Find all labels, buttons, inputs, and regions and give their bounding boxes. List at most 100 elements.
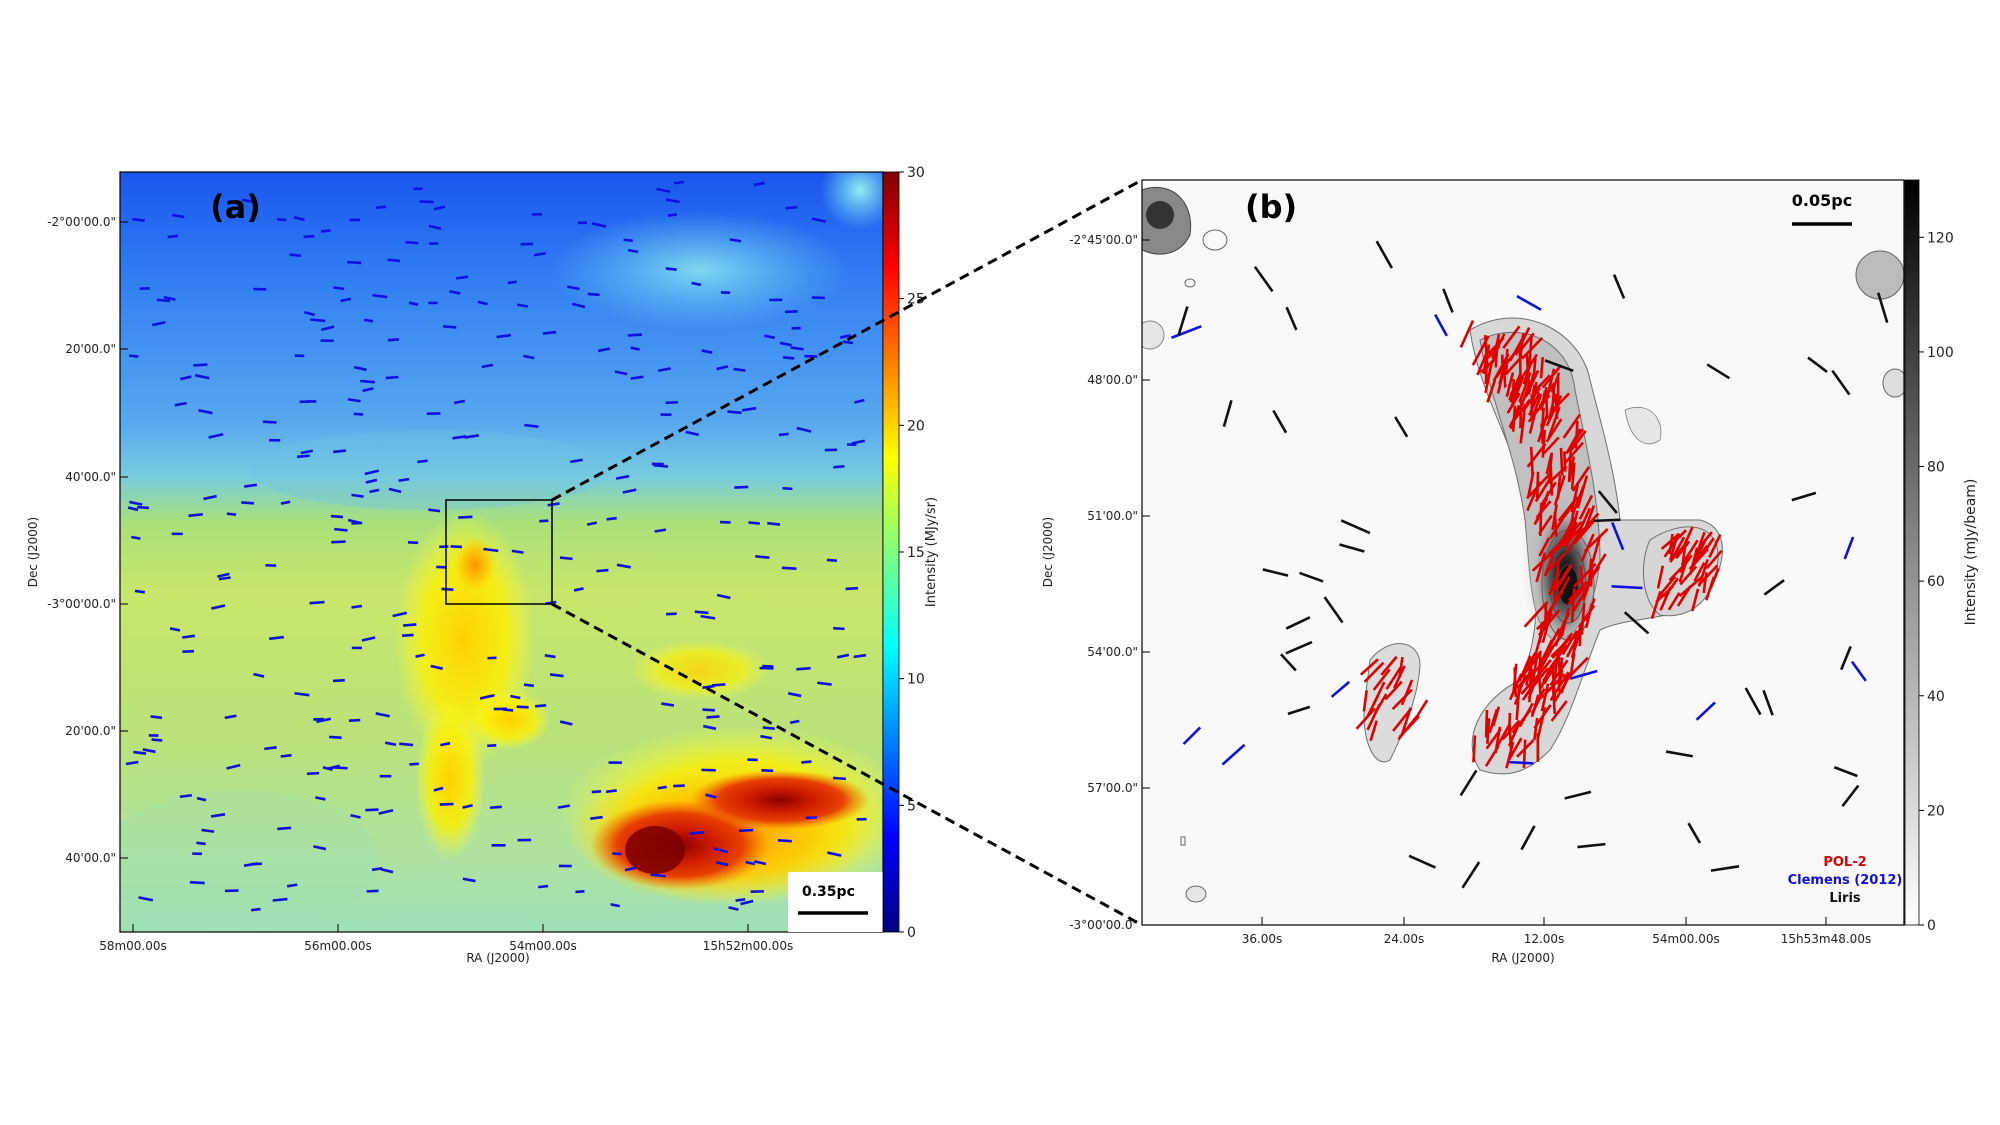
polarization-vector-pol2: [1535, 500, 1552, 519]
polarization-vector-pol2: [1650, 590, 1662, 619]
polarization-vector: [729, 238, 742, 243]
polarization-vector: [226, 763, 241, 770]
polarization-vector: [408, 301, 419, 306]
polarization-vector-pol2: [1508, 372, 1522, 401]
polarization-vector-pol2: [1509, 398, 1531, 426]
polarization-vector-pol2: [1533, 667, 1549, 687]
polarization-vector-pol2: [1540, 683, 1550, 712]
polarization-vector: [753, 181, 765, 187]
panel-a-ytick-label: -2°00'00.0": [47, 215, 116, 229]
polarization-vector: [340, 297, 352, 303]
polarization-vector: [702, 724, 717, 731]
polarization-vector: [624, 866, 637, 872]
polarization-vector-pol2: [1520, 332, 1535, 351]
polarization-vector-pol2: [1556, 474, 1562, 500]
polarization-vector-liris: [1840, 646, 1852, 671]
polarization-vector: [665, 198, 680, 204]
polarization-vector: [650, 873, 666, 878]
polarization-vector-pol2: [1571, 466, 1591, 492]
polarization-vector: [138, 896, 154, 902]
polarization-vector: [280, 500, 291, 505]
polarization-vector-pol2: [1484, 361, 1494, 394]
polarization-vector-pol2: [1512, 663, 1518, 692]
polarization-vector-liris: [1577, 842, 1606, 849]
panel-b-colorbar-label: Intensity (mJy/beam): [1963, 479, 1979, 626]
polarization-vector: [590, 815, 603, 820]
polarization-vector: [329, 735, 342, 739]
polarization-vector-pol2: [1541, 611, 1553, 643]
polarization-vector: [280, 753, 292, 758]
polarization-vector: [777, 838, 792, 843]
polarization-vector-pol2: [1545, 418, 1563, 443]
panel-a-xtick-label: 15h52m00.00s: [703, 939, 793, 953]
panel-b-colorbar-tick-label: 80: [1927, 460, 1945, 476]
polarization-vector-pol2: [1535, 552, 1547, 583]
panel-b-colorbar-tick-label: 100: [1927, 345, 1954, 361]
polarization-vector: [533, 251, 546, 257]
polarization-vector-pol2: [1659, 575, 1677, 596]
panel-b-image: [1142, 180, 1904, 925]
polarization-vector: [596, 568, 609, 573]
polarization-vector: [269, 635, 284, 641]
polarization-vector: [544, 653, 556, 659]
polarization-vector-pol2: [1526, 473, 1551, 500]
polarization-vector: [241, 198, 256, 204]
polarization-vector: [320, 325, 335, 332]
polarization-vector: [701, 349, 713, 354]
polarization-vector-pol2: [1697, 558, 1709, 587]
polarization-vector-pol2: [1492, 353, 1510, 382]
polarization-vector-pol2: [1663, 577, 1680, 598]
polarization-vector: [365, 808, 379, 812]
panel-b-colorbar-tick-label: 0: [1927, 918, 1936, 934]
polarization-vector: [753, 860, 767, 866]
polarization-vector: [428, 508, 441, 513]
polarization-vector: [364, 469, 380, 476]
polarization-vector: [785, 205, 798, 210]
polarization-vector: [224, 714, 237, 720]
polarization-vector-pol2: [1571, 626, 1582, 650]
polarization-vector-pol2: [1518, 702, 1534, 728]
polarization-vector-pol2: [1534, 374, 1551, 392]
polarization-vector: [781, 566, 797, 571]
polarization-vector-liris: [1833, 766, 1858, 778]
polarization-vector: [151, 738, 163, 742]
polarization-vector-pol2: [1544, 387, 1549, 420]
polarization-vector-pol2: [1578, 494, 1594, 520]
polarization-vector-pol2: [1573, 519, 1596, 545]
polarization-vector-pol2: [1553, 563, 1573, 591]
polarization-vector-pol2: [1708, 534, 1722, 558]
polarization-vector: [182, 634, 195, 639]
polarization-vector: [409, 762, 419, 766]
panel-b-polarization-vectors: [1171, 240, 1889, 889]
polarization-vector-liris: [1687, 822, 1702, 844]
panel-a-colorbar-tick-label: 5: [907, 798, 916, 814]
polarization-vector-clemens: [1570, 669, 1598, 680]
polarization-vector: [322, 766, 333, 772]
polarization-vector: [127, 506, 139, 512]
polarization-vector: [313, 845, 327, 851]
polarization-vector: [801, 760, 812, 764]
polarization-vector-pol2: [1681, 544, 1687, 567]
polarization-vector-pol2: [1486, 379, 1497, 403]
polarization-vector: [169, 627, 181, 632]
polarization-vector: [464, 434, 480, 439]
polarization-vector: [276, 217, 287, 222]
polarization-vector: [365, 478, 378, 484]
polarization-vector: [511, 549, 524, 554]
polarization-vector: [673, 784, 685, 788]
polarization-vector: [784, 309, 798, 314]
polarization-vector-pol2: [1362, 690, 1368, 712]
polarization-vector: [351, 521, 363, 525]
polarization-vector: [253, 672, 265, 678]
polarization-vector-clemens: [1516, 295, 1542, 311]
legend-entry: Liris: [1829, 891, 1861, 906]
polarization-vector-pol2: [1539, 481, 1557, 507]
polarization-vector-pol2: [1372, 681, 1386, 706]
polarization-vector: [433, 786, 444, 792]
polarization-vector: [330, 514, 344, 519]
polarization-vector: [748, 521, 760, 525]
polarization-vector: [385, 375, 399, 380]
polarization-vector: [142, 748, 156, 754]
polarization-vector: [309, 600, 325, 605]
